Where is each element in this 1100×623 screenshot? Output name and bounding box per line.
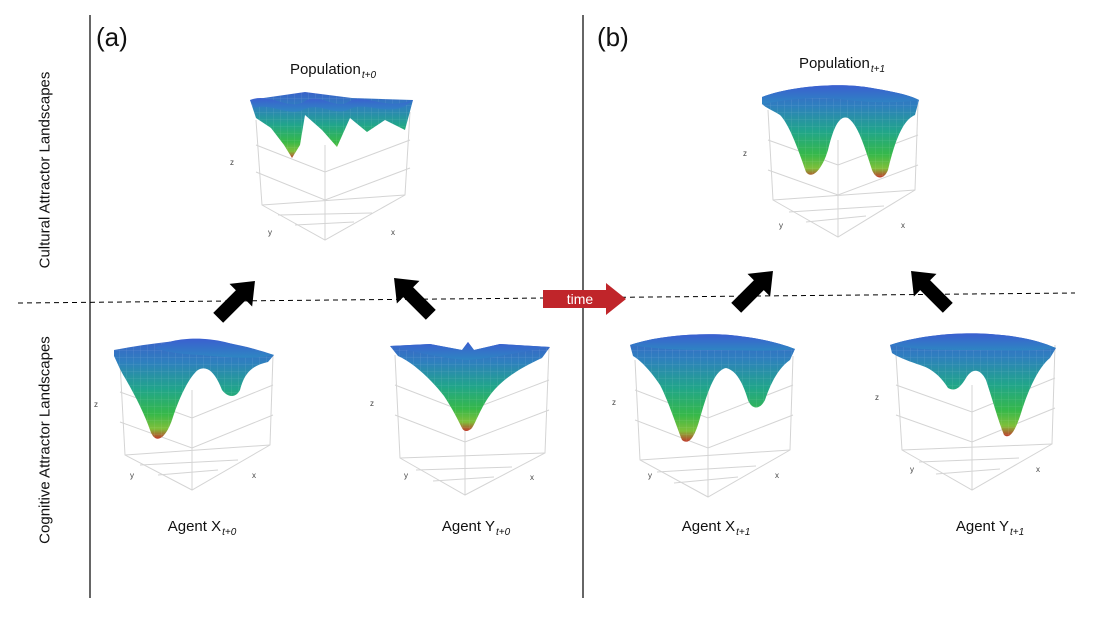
caption-agent-y-t0: Agent Yt+0 [441,518,511,538]
cultural-attractor-label: Cultural Attractor Landscapes [36,71,54,269]
surface-agent-y-t1: z y x [875,333,1056,491]
axis-x-label: x [901,221,905,230]
axis-y-label: y [404,471,408,480]
caption-base: Population [289,61,361,78]
caption-base: Agent Y [955,518,1009,535]
panel-label-a: (a) [96,22,128,52]
axis-z-label: z [94,400,98,409]
arrow-agent-y-t1 [911,271,953,313]
arrow-agent-x-t1 [731,271,773,313]
caption-base: Agent Y [441,518,495,535]
time-label: time [566,291,594,307]
caption-subscript: t+1 [870,64,886,75]
axis-z-label: z [230,158,234,167]
axis-y-label: y [910,465,914,474]
axis-x-label: x [391,228,395,237]
axis-z-label: z [875,393,879,402]
caption-agent-x-t1: Agent Xt+1 [681,518,751,538]
arrow-agent-x-t0 [213,281,255,323]
axis-x-label: x [775,471,779,480]
surface-agent-y-t0: z y x [370,342,550,496]
caption-base: Population [798,55,870,72]
axis-x-label: x [530,473,534,482]
caption-agent-x-t0: Agent Xt+0 [167,518,237,538]
axis-z-label: z [743,149,747,158]
cognitive-attractor-label: Cognitive Attractor Landscapes [36,336,54,544]
surface-population-t0: z y x [230,92,413,241]
surface-population-t1: z y x [743,85,919,238]
axis-x-label: x [252,471,256,480]
panel-label-b: (b) [597,22,629,52]
caption-base: Agent X [167,518,222,535]
axis-y-label: y [648,471,652,480]
axis-y-label: y [268,228,272,237]
time-arrow [543,283,626,315]
arrow-agent-y-t0 [394,278,436,320]
caption-subscript: t+0 [495,527,511,538]
caption-agent-y-t1: Agent Yt+1 [955,518,1025,538]
axis-z-label: z [612,398,616,407]
caption-subscript: t+0 [361,70,377,81]
axis-y-label: y [130,471,134,480]
surface-agent-x-t1: z y x [612,334,795,498]
arrows [213,271,953,323]
axis-y-label: y [779,221,783,230]
caption-population-t0: Populationt+0 [289,61,377,81]
caption-subscript: t+0 [222,527,237,538]
caption-base: Agent X [681,518,736,535]
caption-subscript: t+1 [736,527,751,538]
axis-z-label: z [370,399,374,408]
axis-x-label: x [1036,465,1040,474]
caption-subscript: t+1 [1009,527,1025,538]
caption-population-t1: Populationt+1 [798,55,886,75]
surface-agent-x-t0: z y x [94,338,274,491]
